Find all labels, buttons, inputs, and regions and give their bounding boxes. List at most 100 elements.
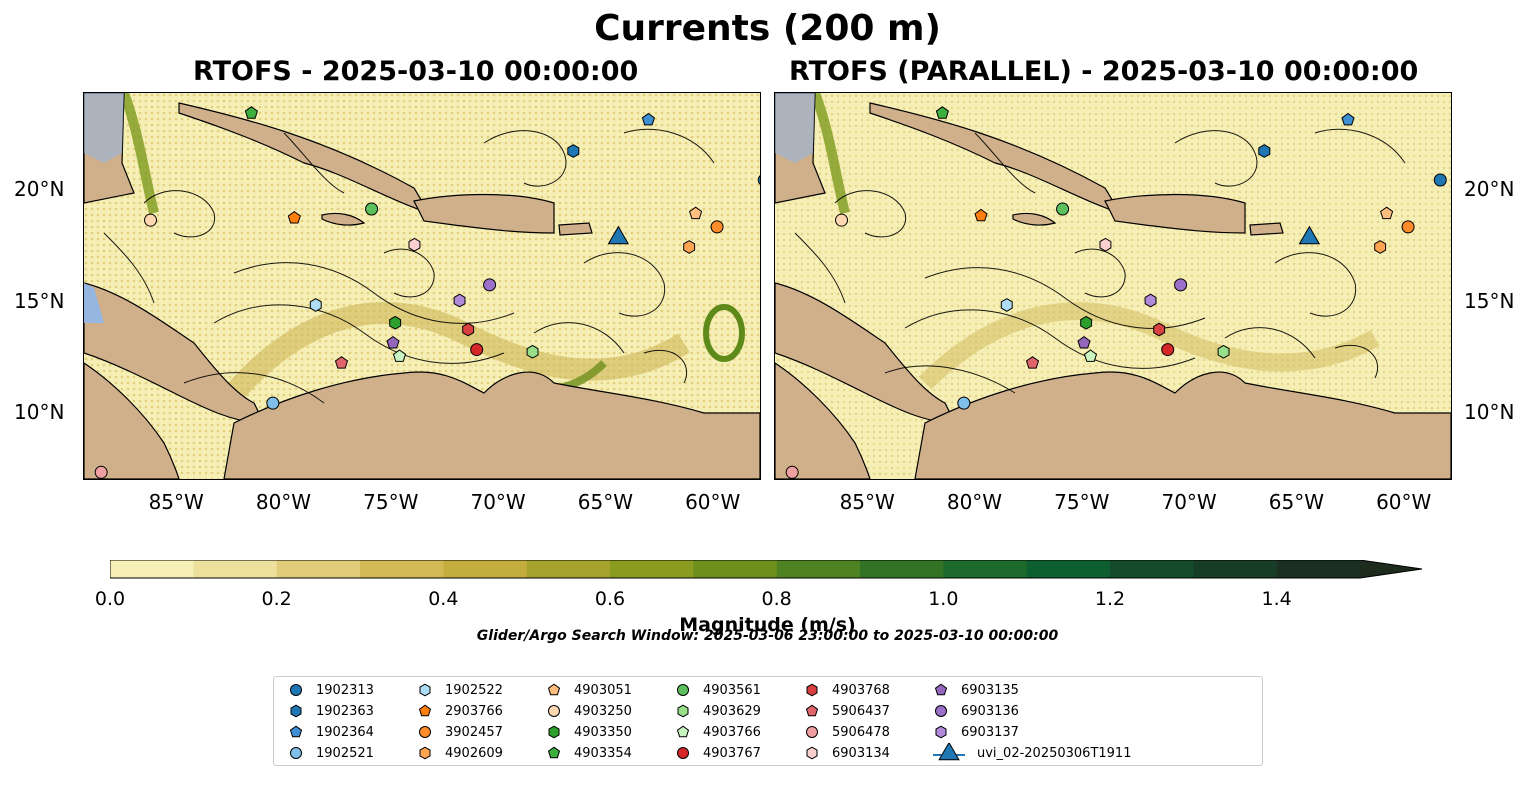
argo-float-marker[interactable] [1217, 344, 1230, 359]
argo-float-marker[interactable] [365, 202, 379, 216]
legend-item: 6903137 [931, 722, 1019, 742]
yucatan-current [810, 93, 850, 215]
colorbar-segment [943, 560, 1028, 578]
argo-float-marker[interactable] [567, 144, 580, 158]
x-tick-label: 70°W [470, 490, 526, 514]
argo-float-marker[interactable] [974, 208, 988, 222]
legend-item: 4903629 [673, 701, 761, 721]
argo-float-marker[interactable] [1374, 240, 1387, 254]
argo-float-marker[interactable] [1083, 349, 1098, 362]
legend-label: 1902521 [316, 745, 374, 761]
argo-float-marker[interactable] [1144, 293, 1157, 308]
x-tick-label: 80°W [255, 490, 312, 514]
argo-float-marker[interactable] [94, 465, 108, 479]
legend-item: 4903051 [544, 680, 632, 700]
x-tick-label: 80°W [946, 490, 1003, 514]
argo-float-marker[interactable] [689, 206, 703, 220]
argo-float-marker[interactable] [287, 210, 301, 224]
argo-float-marker[interactable] [1080, 315, 1093, 330]
argo-float-marker[interactable] [757, 174, 760, 186]
map-panel-rtofs-parallel[interactable] [774, 92, 1452, 480]
colorbar-segment [1276, 560, 1361, 578]
argo-float-marker[interactable] [1161, 343, 1175, 357]
argo-float-marker[interactable] [1174, 278, 1188, 292]
colorbar-segment [443, 560, 528, 578]
colorbar-segment [1110, 560, 1194, 578]
legend-item: 5906437 [802, 701, 890, 721]
argo-float-marker[interactable] [526, 344, 539, 359]
argo-float-marker[interactable] [462, 322, 475, 337]
argo-float-marker[interactable] [244, 106, 258, 119]
land-puerto-rico [558, 222, 593, 236]
argo-float-marker[interactable] [144, 213, 158, 227]
x-tick-label: 75°W [1054, 490, 1110, 514]
argo-float-marker[interactable] [453, 293, 466, 308]
argo-float-marker[interactable] [392, 349, 407, 362]
pentagon-marker-icon [934, 683, 948, 696]
legend-label: 4903767 [703, 745, 761, 761]
glider-marker[interactable] [607, 225, 630, 245]
map-panel-rtofs[interactable] [83, 92, 761, 480]
argo-float-marker[interactable] [1077, 335, 1091, 349]
legend-item: 4903250 [544, 701, 632, 721]
land-south-america [914, 371, 1451, 479]
argo-float-marker[interactable] [683, 240, 696, 254]
argo-float-marker[interactable] [483, 278, 497, 292]
argo-float-marker[interactable] [1380, 206, 1394, 220]
circle-marker-icon [290, 684, 302, 696]
legend-label: 4903629 [703, 703, 761, 719]
argo-float-marker[interactable] [1000, 298, 1013, 312]
argo-float-marker[interactable] [386, 335, 400, 349]
legend-label: 5906437 [832, 703, 890, 719]
argo-float-marker[interactable] [309, 298, 322, 312]
argo-float-marker[interactable] [1433, 173, 1447, 187]
colorbar-segment [360, 560, 444, 578]
argo-float-marker[interactable] [641, 112, 655, 126]
pentagon-marker-icon [805, 704, 819, 717]
argo-float-marker[interactable] [1153, 322, 1166, 337]
hexagon-marker-icon [806, 683, 818, 697]
argo-float-marker[interactable] [710, 220, 724, 234]
legend-label: 1902363 [316, 703, 374, 719]
legend-label: 2903766 [445, 703, 503, 719]
pentagon-marker-icon [676, 725, 690, 738]
x-tick-label: 75°W [363, 490, 419, 514]
legend-item: uvi_02-20250306T1911 [931, 743, 1131, 763]
glider-marker[interactable] [1298, 225, 1321, 245]
pentagon-marker-icon [547, 746, 561, 759]
map-canvas [84, 93, 760, 479]
argo-float-marker[interactable] [408, 237, 421, 252]
legend-item: 6903134 [802, 743, 890, 763]
colorbar-tick-label: 0.4 [428, 588, 459, 610]
argo-float-marker[interactable] [389, 315, 402, 330]
argo-float-marker[interactable] [1025, 356, 1040, 369]
argo-float-marker[interactable] [334, 356, 349, 369]
argo-float-marker[interactable] [1056, 202, 1070, 216]
legend-item: 4903561 [673, 680, 761, 700]
legend-label: 4903350 [574, 724, 632, 740]
argo-float-marker[interactable] [470, 343, 484, 357]
legend-label: 4903766 [703, 724, 761, 740]
argo-float-marker[interactable] [957, 396, 971, 410]
legend-label: 4903768 [832, 682, 890, 698]
land-south-america [223, 371, 760, 479]
argo-float-marker[interactable] [1401, 220, 1415, 234]
legend-item: 6903135 [931, 680, 1019, 700]
argo-float-marker[interactable] [1341, 112, 1355, 126]
argo-float-marker[interactable] [1099, 237, 1112, 252]
colorbar-tick-label: 0.2 [261, 588, 292, 610]
land-cuba [869, 102, 1122, 215]
argo-float-marker[interactable] [266, 396, 280, 410]
legend-item: 4902609 [415, 743, 503, 763]
circle-marker-icon [935, 705, 947, 717]
colorbar-tick-label: 0.0 [94, 588, 126, 610]
argo-float-marker[interactable] [935, 106, 949, 119]
panel-title-rtofs: RTOFS - 2025-03-10 00:00:00 [193, 56, 639, 87]
argo-float-marker[interactable] [835, 213, 849, 227]
legend-label: 6903137 [961, 724, 1019, 740]
legend-item: 1902521 [286, 743, 374, 763]
x-tick-label: 65°W [1268, 490, 1324, 514]
argo-float-marker[interactable] [1258, 144, 1271, 158]
colorbar-tick-label: 0.6 [594, 588, 626, 610]
argo-float-marker[interactable] [785, 465, 799, 479]
